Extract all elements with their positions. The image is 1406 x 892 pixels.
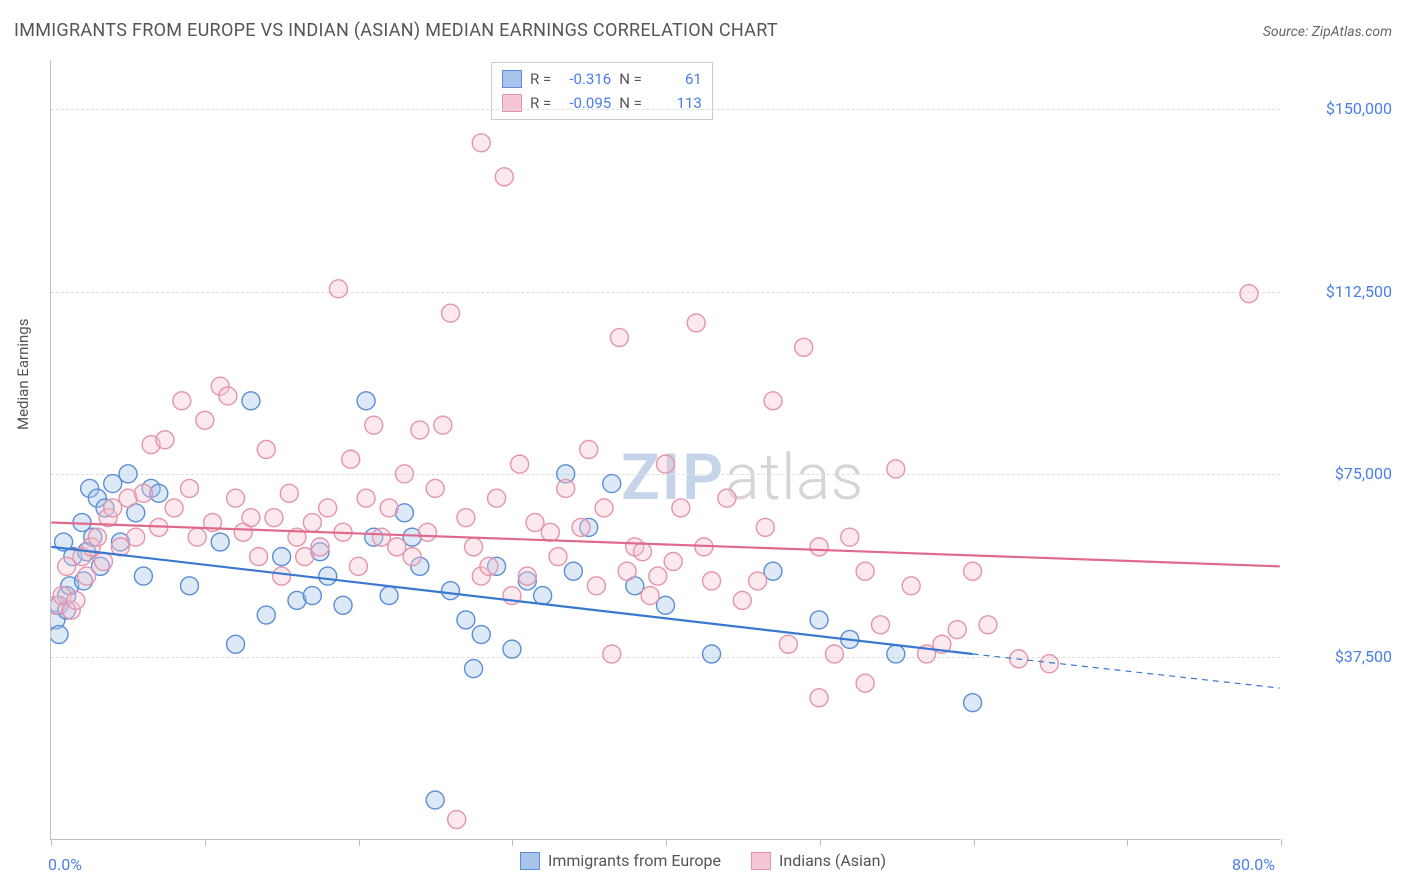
- legend-label-europe: Immigrants from Europe: [548, 851, 721, 870]
- x-tick-label: 80.0%: [1232, 855, 1275, 874]
- chart-title: IMMIGRANTS FROM EUROPE VS INDIAN (ASIAN)…: [14, 20, 778, 41]
- chart-container: IMMIGRANTS FROM EUROPE VS INDIAN (ASIAN)…: [0, 0, 1406, 892]
- plot-area: ZIPatlas R = -0.316 N = 61 R = -0.095 N …: [50, 60, 1280, 840]
- y-tick-label: $112,500: [1326, 282, 1392, 301]
- plot-svg: [51, 60, 1280, 839]
- y-tick-label: $37,500: [1335, 647, 1392, 666]
- swatch-indian: [751, 852, 771, 870]
- y-tick-label: $150,000: [1326, 99, 1392, 118]
- source-label: Source: ZipAtlas.com: [1263, 24, 1392, 40]
- y-tick-label: $75,000: [1335, 464, 1392, 483]
- legend-item-indian: Indians (Asian): [751, 851, 886, 870]
- swatch-europe: [520, 852, 540, 870]
- legend-label-indian: Indians (Asian): [779, 851, 886, 870]
- x-tick-label: 0.0%: [48, 855, 82, 874]
- bottom-legend: Immigrants from Europe Indians (Asian): [520, 851, 886, 870]
- y-axis-label: Median Earnings: [14, 319, 32, 430]
- legend-item-europe: Immigrants from Europe: [520, 851, 721, 870]
